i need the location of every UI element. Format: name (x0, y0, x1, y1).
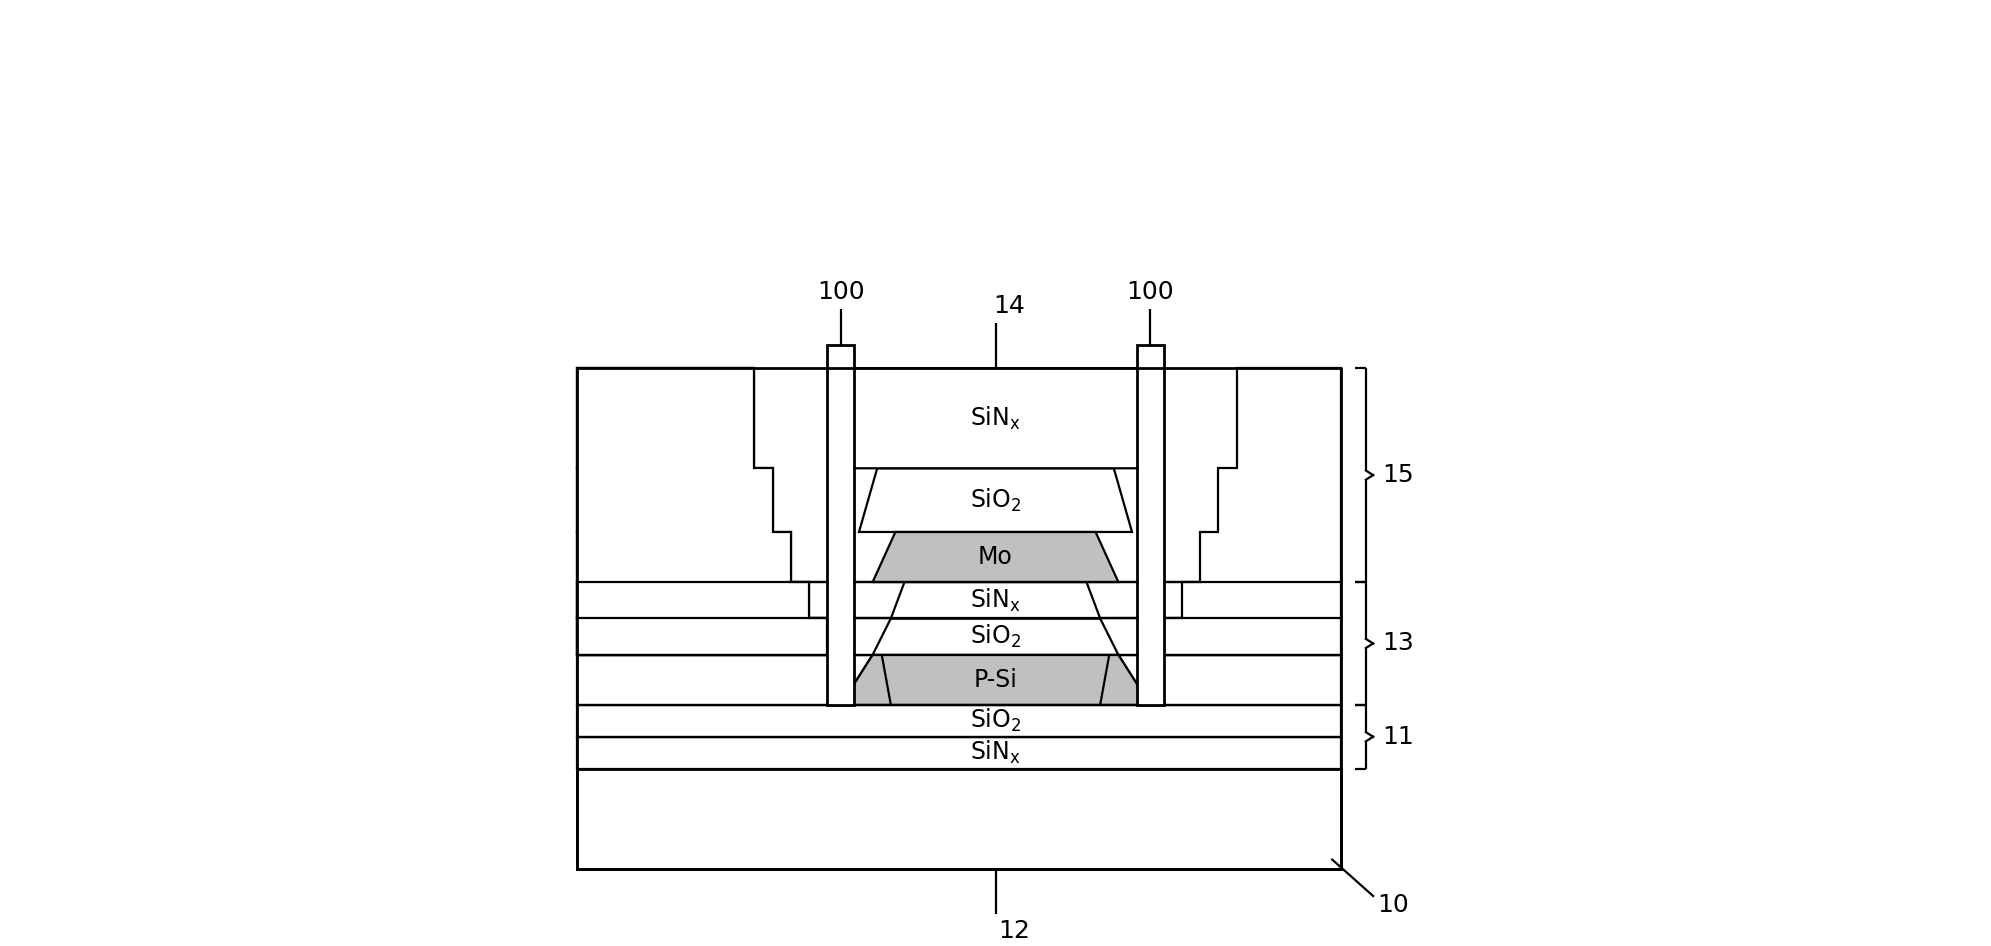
Polygon shape (890, 582, 1101, 619)
Polygon shape (1101, 655, 1151, 705)
Text: 13: 13 (1382, 632, 1414, 656)
Bar (577, 532, 790, 582)
Text: SiO$_\mathregular{2}$: SiO$_\mathregular{2}$ (970, 486, 1021, 514)
Text: SiN$_\mathregular{x}$: SiN$_\mathregular{x}$ (970, 739, 1021, 766)
Text: Mo: Mo (978, 545, 1013, 569)
Text: SiN$_\mathregular{x}$: SiN$_\mathregular{x}$ (970, 587, 1021, 614)
Text: 11: 11 (1382, 725, 1414, 748)
Bar (577, 655, 1342, 705)
Text: 12: 12 (997, 919, 1029, 943)
Text: SiN$_\mathregular{x}$: SiN$_\mathregular{x}$ (970, 405, 1021, 431)
Bar (1137, 345, 1165, 705)
Bar (577, 582, 1342, 619)
Bar (577, 619, 826, 655)
Bar (577, 737, 1342, 768)
Bar (577, 768, 1342, 868)
Polygon shape (872, 532, 1119, 582)
Text: 100: 100 (816, 280, 864, 305)
Text: 15: 15 (1382, 464, 1414, 487)
Polygon shape (840, 655, 890, 705)
Bar (826, 345, 854, 705)
Text: SiO$_\mathregular{2}$: SiO$_\mathregular{2}$ (970, 623, 1021, 650)
Text: SiO$_\mathregular{2}$: SiO$_\mathregular{2}$ (970, 708, 1021, 734)
Text: 10: 10 (1378, 893, 1410, 917)
Polygon shape (577, 368, 826, 655)
Polygon shape (1165, 368, 1342, 655)
Text: 100: 100 (1127, 280, 1175, 305)
Bar (577, 768, 1342, 868)
Bar (577, 705, 1342, 737)
Polygon shape (840, 655, 1151, 705)
Bar (577, 582, 808, 619)
Bar (577, 468, 773, 532)
Text: P-Si: P-Si (974, 668, 1017, 692)
Bar (577, 368, 755, 468)
Bar (577, 619, 1342, 655)
Text: 14: 14 (994, 294, 1025, 318)
Polygon shape (858, 468, 1133, 532)
Polygon shape (832, 368, 1159, 468)
Polygon shape (872, 619, 1119, 655)
